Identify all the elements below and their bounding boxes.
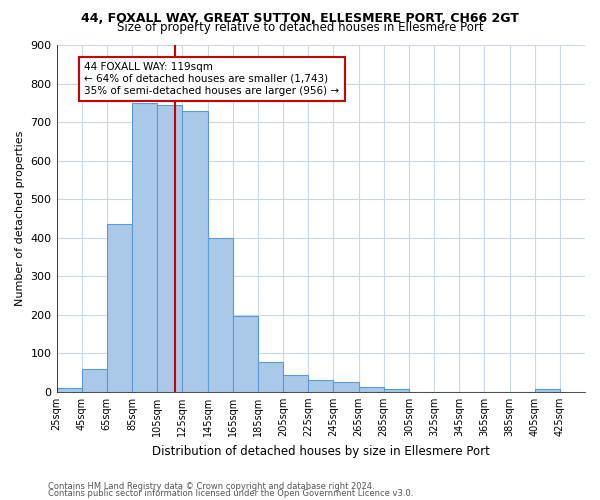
Bar: [308, 380, 334, 392]
Bar: [157, 104, 182, 392]
Bar: [132, 103, 157, 392]
Bar: [107, 224, 132, 392]
Bar: [359, 387, 383, 392]
Bar: [283, 375, 308, 392]
Text: Contains HM Land Registry data © Crown copyright and database right 2024.: Contains HM Land Registry data © Crown c…: [48, 482, 374, 491]
Text: Size of property relative to detached houses in Ellesmere Port: Size of property relative to detached ho…: [116, 22, 484, 35]
X-axis label: Distribution of detached houses by size in Ellesmere Port: Distribution of detached houses by size …: [152, 444, 490, 458]
Bar: [182, 110, 208, 392]
Bar: [383, 390, 409, 392]
Text: 44, FOXALL WAY, GREAT SUTTON, ELLESMERE PORT, CH66 2GT: 44, FOXALL WAY, GREAT SUTTON, ELLESMERE …: [81, 12, 519, 24]
Bar: [56, 388, 82, 392]
Bar: [535, 390, 560, 392]
Bar: [233, 316, 258, 392]
Bar: [82, 368, 107, 392]
Y-axis label: Number of detached properties: Number of detached properties: [15, 130, 25, 306]
Bar: [208, 238, 233, 392]
Text: Contains public sector information licensed under the Open Government Licence v3: Contains public sector information licen…: [48, 488, 413, 498]
Text: 44 FOXALL WAY: 119sqm
← 64% of detached houses are smaller (1,743)
35% of semi-d: 44 FOXALL WAY: 119sqm ← 64% of detached …: [84, 62, 340, 96]
Bar: [258, 362, 283, 392]
Bar: [334, 382, 359, 392]
